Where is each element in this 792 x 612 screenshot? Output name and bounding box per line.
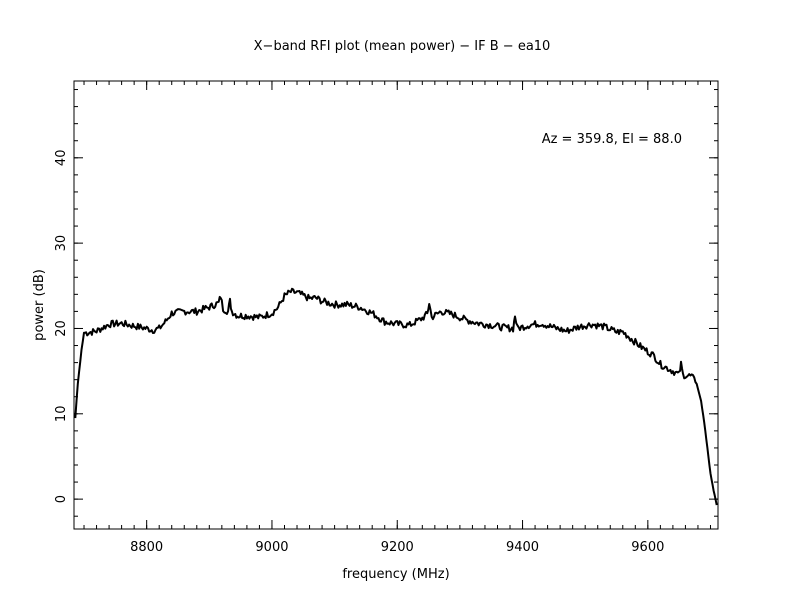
axis-tick-labels: 8800 9000 9200 9400 9600 0 10 20 30 40: [54, 150, 664, 555]
y-axis-label: power (dB): [32, 269, 47, 341]
y-tick-label: 10: [54, 406, 69, 423]
power-series-line: [74, 287, 718, 506]
y-tick-label: 30: [54, 235, 69, 252]
y-tick-label: 0: [54, 495, 69, 503]
chart-title: X−band RFI plot (mean power) − IF B − ea…: [254, 39, 551, 54]
x-tick-label: 9400: [506, 540, 539, 555]
y-tick-label: 40: [54, 150, 69, 167]
axis-ticks: [74, 81, 718, 529]
x-tick-label: 9000: [255, 540, 288, 555]
x-tick-label: 9600: [631, 540, 664, 555]
x-tick-label: 9200: [381, 540, 414, 555]
x-tick-label: 8800: [130, 540, 163, 555]
x-axis-label: frequency (MHz): [342, 567, 449, 582]
plot-frame: [73, 80, 719, 530]
az-el-annotation: Az = 359.8, El = 88.0: [542, 132, 682, 147]
y-tick-label: 20: [54, 320, 69, 337]
